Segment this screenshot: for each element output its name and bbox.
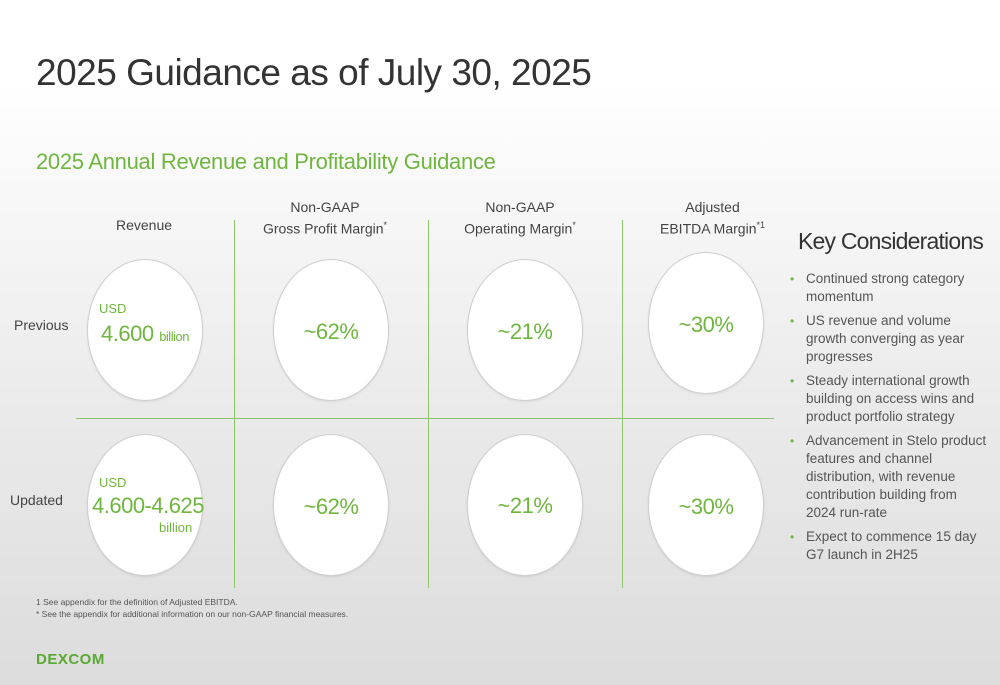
column-header-sup: *	[383, 220, 388, 230]
bullet-icon: •	[790, 530, 795, 544]
list-item: • Expect to commence 15 day G7 launch in …	[790, 528, 990, 564]
ebitda-margin-updated-ellipse: ~30%	[648, 434, 764, 576]
column-header-sup: *	[572, 220, 576, 230]
column-header-line1	[84, 198, 204, 216]
list-item-text: Continued strong category momentum	[806, 271, 965, 304]
list-item: • Advancement in Stelo product features a…	[790, 432, 990, 522]
row-label-updated: Updated	[10, 492, 63, 508]
revenue-updated-value: 4.600-4.625	[92, 493, 204, 518]
dexcom-logo: DEXCOM	[36, 651, 105, 668]
column-header-line2: Gross Profit Margin*	[250, 216, 400, 238]
footnote-non-gaap: * See the appendix for additional inform…	[36, 609, 349, 619]
column-header-line2: Revenue	[84, 216, 204, 234]
gross-margin-previous-value: ~62%	[303, 319, 359, 344]
operating-margin-updated-ellipse: ~21%	[467, 434, 583, 576]
list-item-text: Expect to commence 15 day G7 launch in 2…	[806, 529, 977, 562]
gross-margin-updated-ellipse: ~62%	[273, 434, 389, 576]
ebitda-margin-previous-ellipse: ~30%	[648, 252, 764, 394]
gross-margin-updated-value: ~62%	[303, 494, 359, 519]
column-header-line2: EBITDA Margin*1	[640, 216, 785, 238]
currency-label: USD	[99, 301, 127, 316]
page-title: 2025 Guidance as of July 30, 2025	[36, 52, 592, 93]
operating-margin-previous-value: ~21%	[497, 319, 553, 344]
operating-margin-updated-value: ~21%	[497, 493, 553, 518]
column-header-line1: Non-GAAP	[485, 199, 555, 215]
column-header-line2: Operating Margin*	[445, 216, 595, 238]
column-header-operating-margin: Non-GAAP Operating Margin*	[445, 198, 595, 238]
column-header-text: Operating Margin	[464, 220, 573, 237]
column-header-sup: *1	[756, 220, 765, 230]
list-item: • US revenue and volume growth converging…	[790, 312, 990, 366]
revenue-previous-ellipse: USD 4.600 billion	[87, 259, 203, 401]
list-item: • Steady international growth building on…	[790, 372, 990, 426]
key-considerations-list: • Continued strong category momentum • US …	[790, 270, 990, 570]
bullet-icon: •	[790, 272, 795, 286]
column-header-line1: Adjusted	[685, 199, 740, 215]
grid-divider-horizontal	[76, 418, 774, 419]
key-considerations-title: Key Considerations	[798, 228, 984, 254]
grid-divider-vertical	[622, 220, 623, 588]
gross-margin-previous-ellipse: ~62%	[273, 259, 389, 401]
column-header-ebitda-margin: Adjusted EBITDA Margin*1	[640, 198, 785, 238]
currency-label: USD	[99, 475, 127, 490]
list-item: • Continued strong category momentum	[790, 270, 990, 306]
section-subtitle: 2025 Annual Revenue and Profitability Gu…	[36, 149, 496, 174]
revenue-unit: billion	[159, 329, 189, 344]
bullet-icon: •	[790, 434, 795, 448]
bullet-icon: •	[790, 374, 795, 388]
ebitda-margin-previous-value: ~30%	[678, 312, 734, 337]
bullet-icon: •	[790, 314, 795, 328]
list-item-text: US revenue and volume growth converging …	[806, 313, 965, 364]
list-item-text: Steady international growth building on …	[806, 373, 975, 424]
grid-divider-vertical	[428, 220, 429, 588]
column-header-text: EBITDA Margin	[660, 220, 757, 237]
row-label-previous: Previous	[14, 317, 69, 333]
revenue-updated-ellipse: USD 4.600-4.625 billion	[87, 434, 204, 576]
column-header-revenue: Revenue	[84, 198, 204, 234]
revenue-previous-value: 4.600 billion	[101, 321, 189, 347]
footnote-ebitda: 1 See appendix for the definition of Adj…	[36, 597, 238, 607]
column-header-line1: Non-GAAP	[290, 199, 360, 215]
list-item-text: Advancement in Stelo product features an…	[806, 433, 987, 520]
operating-margin-previous-ellipse: ~21%	[467, 259, 583, 401]
ebitda-margin-updated-value: ~30%	[678, 494, 734, 519]
column-header-gross-margin: Non-GAAP Gross Profit Margin*	[250, 198, 400, 238]
column-header-text: Gross Profit Margin	[262, 220, 384, 237]
grid-divider-vertical	[234, 220, 235, 588]
column-header-text: Revenue	[115, 217, 173, 233]
revenue-amount: 4.600	[101, 321, 154, 346]
revenue-unit: billion	[159, 520, 193, 535]
